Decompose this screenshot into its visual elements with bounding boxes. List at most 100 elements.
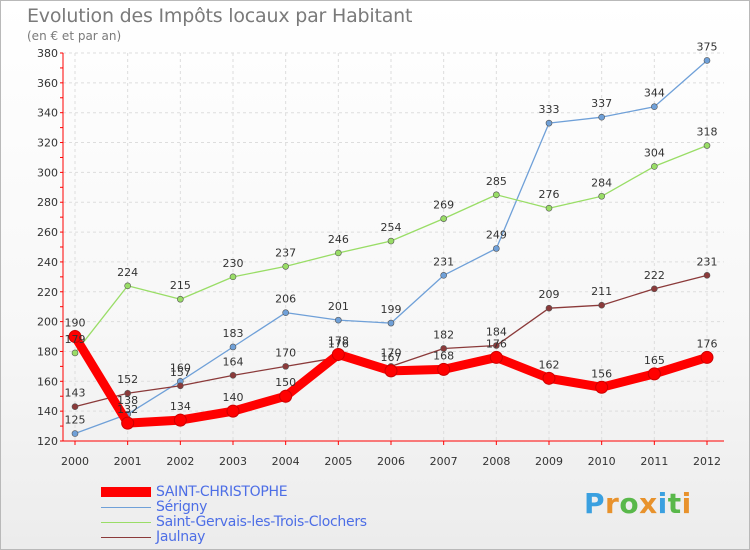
- data-point: [121, 416, 135, 430]
- x-tick-label: 2009: [535, 455, 563, 468]
- data-point: [440, 272, 447, 279]
- data-point: [598, 301, 605, 309]
- data-label: 140: [223, 391, 244, 404]
- data-label: 284: [591, 176, 612, 189]
- data-label: 143: [65, 387, 86, 400]
- data-label: 337: [591, 97, 612, 110]
- data-point: [71, 403, 79, 410]
- data-point: [545, 204, 553, 212]
- data-point: [440, 215, 447, 222]
- data-point: [437, 362, 451, 376]
- data-point: [651, 103, 658, 111]
- legend-swatch-jaulnay: [101, 537, 151, 538]
- logo-letter: P: [584, 487, 606, 520]
- data-label: 176: [328, 337, 349, 350]
- x-tick-label: 2002: [166, 455, 194, 468]
- data-point: [229, 273, 237, 281]
- data-point: [598, 113, 605, 121]
- y-tick-label: 220: [37, 286, 58, 299]
- y-tick-label: 240: [37, 256, 58, 269]
- data-label: 318: [697, 126, 718, 139]
- x-tick-label: 2012: [693, 455, 721, 468]
- data-point: [335, 316, 342, 324]
- data-point: [703, 57, 711, 64]
- data-point: [124, 389, 131, 397]
- data-label: 170: [381, 346, 402, 359]
- data-label: 333: [539, 103, 560, 116]
- y-tick-label: 200: [37, 316, 58, 329]
- data-label: 134: [170, 400, 191, 413]
- data-label: 222: [644, 269, 665, 282]
- legend-label-saint-christophe: SAINT-CHRISTOPHE: [156, 484, 288, 500]
- chart-title: Evolution des Impôts locaux par Habitant: [27, 5, 413, 27]
- x-tick-label: 2004: [272, 455, 300, 468]
- data-label: 178: [328, 334, 349, 347]
- data-label: 254: [381, 221, 402, 234]
- proxiti-logo: Proxiti: [584, 487, 692, 520]
- data-label: 231: [433, 255, 454, 268]
- data-point: [700, 350, 714, 364]
- x-tick-label: 2006: [377, 455, 405, 468]
- data-point: [384, 364, 398, 378]
- y-tick-label: 300: [37, 166, 58, 179]
- data-label: 237: [275, 246, 296, 259]
- data-label: 184: [486, 325, 507, 338]
- data-label: 231: [697, 255, 718, 268]
- data-label: 164: [223, 355, 244, 368]
- data-point: [282, 363, 289, 370]
- data-label: 176: [697, 337, 718, 350]
- data-point: [647, 367, 661, 381]
- chart-subtitle: (en € et par an): [27, 29, 122, 43]
- y-tick-label: 180: [37, 345, 58, 358]
- legend-label-serigny: Sérigny: [156, 499, 208, 515]
- data-label: 206: [275, 293, 296, 306]
- x-tick-label: 2010: [588, 455, 616, 468]
- data-label: 209: [539, 288, 560, 301]
- data-label: 269: [433, 199, 454, 212]
- y-tick-label: 360: [37, 77, 58, 90]
- data-point: [229, 343, 237, 351]
- data-label: 224: [117, 266, 138, 279]
- data-label: 344: [644, 87, 665, 100]
- data-label: 176: [486, 337, 507, 350]
- data-point: [71, 430, 79, 437]
- data-point: [226, 404, 240, 418]
- data-label: 138: [117, 394, 138, 407]
- data-label: 152: [117, 373, 138, 386]
- logo-letter: t: [667, 487, 682, 520]
- data-point: [598, 192, 605, 200]
- data-point: [545, 119, 553, 127]
- data-label: 179: [65, 333, 86, 346]
- data-point: [177, 295, 184, 303]
- data-point: [282, 263, 289, 270]
- y-tick-label: 380: [37, 47, 58, 60]
- logo-letter: i: [657, 487, 668, 520]
- data-point: [542, 371, 556, 385]
- data-label: 230: [223, 257, 244, 270]
- data-label: 201: [328, 300, 349, 313]
- data-point: [493, 245, 500, 252]
- data-point: [545, 304, 553, 312]
- data-label: 304: [644, 146, 665, 159]
- y-tick-label: 160: [37, 375, 58, 388]
- data-label: 162: [539, 358, 560, 371]
- data-point: [489, 350, 503, 364]
- data-label: 285: [486, 175, 507, 188]
- y-tick-label: 280: [37, 196, 58, 209]
- data-point: [177, 382, 184, 390]
- data-point: [68, 330, 82, 344]
- data-point: [331, 347, 345, 361]
- data-point: [173, 413, 187, 427]
- legend-swatch-saint-gervais: [101, 522, 151, 523]
- legend-swatch-saint-christophe: [101, 487, 151, 497]
- data-point: [282, 309, 289, 316]
- logo-letter: r: [605, 487, 620, 520]
- data-point: [651, 285, 658, 293]
- data-label: 211: [591, 285, 612, 298]
- y-tick-label: 120: [37, 435, 58, 448]
- x-tick-label: 2008: [482, 455, 510, 468]
- data-label: 150: [275, 376, 296, 389]
- data-label: 157: [170, 366, 191, 379]
- data-point: [387, 319, 395, 327]
